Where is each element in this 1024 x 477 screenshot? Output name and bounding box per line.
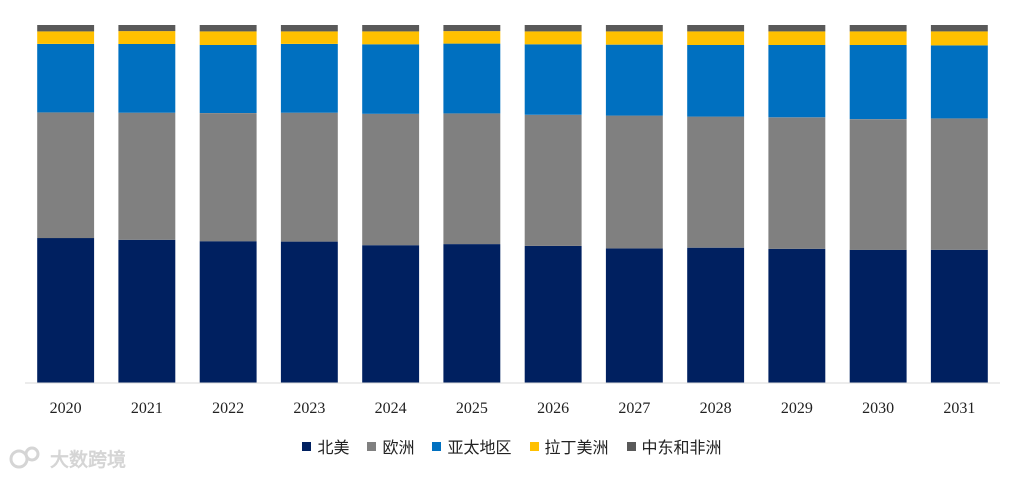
bar-2025-series-3 — [443, 31, 501, 44]
bar-2027-series-4 — [605, 25, 663, 32]
bar-2022-series-4 — [199, 25, 257, 32]
bar-2028-series-2 — [687, 45, 745, 117]
bar-2028-series-4 — [687, 25, 745, 32]
bar-2028-series-1 — [687, 116, 745, 248]
bar-2030-series-2 — [849, 45, 907, 120]
legend-swatch — [626, 441, 636, 451]
x-tick-label: 2031 — [943, 400, 975, 417]
legend-label: 拉丁美洲 — [544, 438, 609, 457]
bar-2027-series-3 — [605, 31, 663, 45]
bar-2026-series-4 — [524, 25, 582, 32]
x-tick-label: 2023 — [293, 400, 325, 417]
x-tick-label: 2020 — [50, 400, 82, 417]
legend-label: 中东和非洲 — [641, 438, 722, 457]
bar-2027-series-2 — [605, 44, 663, 116]
bar-2025-series-0 — [443, 244, 501, 383]
watermark-text: 大数跨境 — [50, 448, 127, 471]
legend-item: 北美 — [302, 434, 349, 458]
legend-label: 欧洲 — [382, 438, 415, 457]
bars-group — [37, 25, 988, 384]
bar-2022-series-1 — [199, 113, 257, 242]
legend-label: 北美 — [317, 438, 350, 457]
bar-2030-series-0 — [849, 249, 907, 383]
bar-2026-series-1 — [524, 114, 582, 246]
bar-2022-series-3 — [199, 31, 257, 45]
bar-2024-series-3 — [362, 31, 420, 45]
bar-2029-series-1 — [768, 117, 826, 249]
bar-2025-series-1 — [443, 113, 501, 245]
stacked-bar-chart: 2020 2021 2022 2023 2024 2025 2026 2027 2028 2029… — [25, 25, 1000, 417]
bar-2023-series-3 — [280, 31, 338, 44]
legend-item: 欧洲 — [367, 434, 414, 458]
bar-2027-series-1 — [605, 115, 663, 249]
x-tick-label: 2030 — [862, 400, 894, 417]
x-tick-label: 2026 — [537, 400, 569, 417]
bar-2027-series-0 — [605, 248, 663, 383]
x-tick-label: 2029 — [781, 400, 813, 417]
bar-2031-series-4 — [930, 25, 988, 32]
bar-2026-series-3 — [524, 31, 582, 45]
bar-2021-series-1 — [118, 112, 176, 240]
legend-item: 亚太地区 — [432, 434, 512, 458]
bar-2025-series-4 — [443, 25, 501, 32]
bar-2021-series-3 — [118, 31, 176, 44]
legend: 北美 欧洲 亚太地区 拉丁美洲 中东和非洲 — [0, 434, 1024, 458]
bar-2023-series-4 — [280, 25, 338, 32]
legend-swatch — [367, 441, 377, 451]
legend-item: 中东和非洲 — [626, 434, 722, 458]
bar-2023-series-0 — [280, 241, 338, 383]
bar-2020-series-1 — [37, 112, 95, 239]
bar-2020-series-3 — [37, 31, 95, 44]
legend-swatch — [302, 441, 312, 451]
bar-2031-series-3 — [930, 31, 988, 46]
bar-2026-series-2 — [524, 44, 582, 115]
bar-2020-series-2 — [37, 44, 95, 113]
x-tick-label: 2022 — [212, 400, 244, 417]
bar-2022-series-0 — [199, 241, 257, 383]
bar-2030-series-3 — [849, 31, 907, 45]
bar-2023-series-2 — [280, 44, 338, 113]
x-tick-label: 2028 — [700, 400, 732, 417]
bar-2029-series-2 — [768, 45, 826, 118]
bar-2024-series-0 — [362, 245, 420, 383]
x-tick-labels: 2020 2021 2022 2023 2024 2025 2026 2027 2028 2029… — [50, 400, 976, 417]
bar-2022-series-2 — [199, 45, 257, 113]
bar-2028-series-3 — [687, 31, 745, 45]
bar-2024-series-4 — [362, 25, 420, 32]
bar-2031-series-2 — [930, 45, 988, 119]
bar-2024-series-2 — [362, 44, 420, 114]
bar-2030-series-4 — [849, 25, 907, 32]
bar-2023-series-1 — [280, 112, 338, 242]
bar-2031-series-1 — [930, 118, 988, 250]
x-tick-label: 2025 — [456, 400, 488, 417]
bar-2031-series-0 — [930, 249, 988, 383]
x-tick-label: 2021 — [131, 400, 163, 417]
x-tick-label: 2024 — [375, 400, 407, 417]
x-tick-label: 2027 — [618, 400, 650, 417]
bar-2020-series-4 — [37, 25, 95, 32]
bar-2025-series-2 — [443, 43, 501, 114]
legend-label: 亚太地区 — [447, 438, 512, 457]
bar-2020-series-0 — [37, 238, 95, 383]
bar-2021-series-0 — [118, 239, 176, 383]
bar-2021-series-2 — [118, 44, 176, 113]
logo-icon — [9, 446, 40, 469]
bar-2029-series-4 — [768, 25, 826, 32]
legend-swatch — [432, 441, 442, 451]
legend-item: 拉丁美洲 — [529, 434, 609, 458]
bar-2029-series-3 — [768, 31, 826, 45]
bar-2024-series-1 — [362, 113, 420, 246]
bar-2028-series-0 — [687, 247, 745, 383]
bar-2030-series-1 — [849, 119, 907, 250]
bar-2026-series-0 — [524, 245, 582, 383]
bar-2021-series-4 — [118, 25, 176, 32]
legend-swatch — [529, 441, 539, 451]
watermark: 大数跨境 — [8, 444, 126, 472]
bar-2029-series-0 — [768, 248, 826, 384]
